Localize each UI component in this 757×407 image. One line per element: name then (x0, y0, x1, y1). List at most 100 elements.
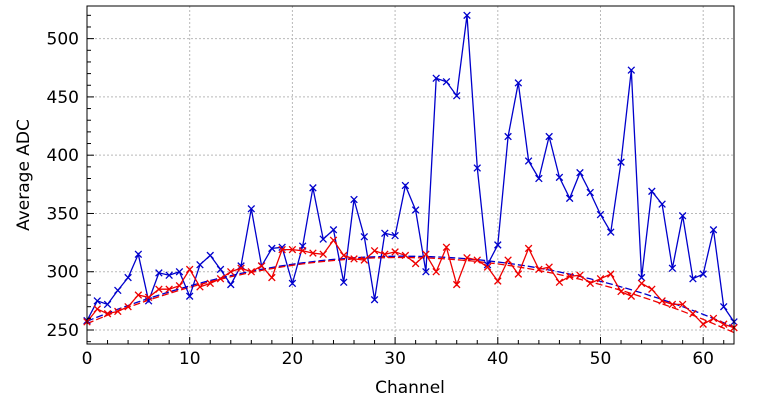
series-2-point (524, 244, 533, 253)
series-2-point (196, 283, 204, 291)
series-2-point (648, 285, 656, 293)
series-2-point (257, 262, 266, 270)
series-2-point (268, 273, 276, 282)
series-1-point (565, 194, 574, 203)
series-1-point (350, 195, 358, 204)
series-1-point (658, 200, 666, 208)
series-2-point (473, 256, 482, 264)
series-2-point (350, 255, 358, 263)
series-1-point (370, 295, 379, 304)
series-2-point (576, 271, 584, 279)
series-2-point (637, 279, 646, 288)
series-1-point (494, 241, 502, 249)
series-2-point (298, 246, 307, 255)
x-axis-title: Channel (375, 378, 445, 398)
series-1-point (103, 300, 112, 309)
series-1-point (134, 250, 143, 259)
series-2-point (689, 309, 697, 318)
series-2-point (185, 265, 194, 274)
series-1-point (319, 235, 327, 243)
x-tick-label: 50 (590, 349, 612, 369)
series-1-point (391, 231, 399, 240)
x-tick-label: 0 (82, 349, 93, 369)
series-1-point (401, 181, 410, 190)
series-2-line (86, 239, 735, 329)
series-1-point (719, 302, 728, 311)
series-1-point (689, 274, 697, 283)
series-1-point (237, 262, 245, 270)
series-1-point (514, 79, 523, 87)
axis-ticks: 0 10 20 30 40 50 60 250 300 350 400 450 500 (47, 14, 725, 369)
series-1-point (524, 157, 533, 165)
series-1-point (483, 260, 492, 269)
series-2-point (709, 314, 718, 323)
fit-curve-1 (86, 255, 735, 328)
series-2-point (607, 270, 615, 278)
series-2 (83, 236, 738, 332)
series-2-point (678, 300, 687, 309)
series-2-point (103, 309, 112, 318)
series-1-point (463, 11, 471, 20)
fit-curves (86, 255, 735, 334)
series-2-point (175, 281, 184, 290)
x-tick-label: 30 (384, 349, 406, 369)
series-1-point (586, 188, 594, 197)
series-1-point (185, 292, 194, 300)
series-1-line (86, 15, 735, 323)
series-2-point (555, 278, 564, 286)
series-2-point (586, 279, 594, 288)
series-2-point (93, 305, 102, 313)
series-1 (83, 11, 738, 326)
y-axis-title: Average ADC (14, 119, 34, 231)
series-1-point (576, 168, 584, 177)
series-2-point (114, 307, 122, 316)
series-1-point (339, 278, 348, 286)
x-tick-label: 10 (179, 349, 201, 369)
series-2-point (617, 287, 625, 296)
series-2-point (309, 249, 317, 257)
series-1-point (93, 297, 102, 305)
series-1-point (381, 229, 389, 238)
y-tick-label: 450 (47, 88, 79, 108)
series-2-point (452, 280, 461, 289)
series-1-point (473, 164, 482, 172)
series-2-point (668, 300, 677, 309)
series-2-point (432, 267, 440, 276)
series-2-point (370, 246, 379, 255)
series-1-point (709, 226, 718, 234)
series-1-point (699, 270, 707, 278)
series-2-point (494, 277, 502, 285)
series-1-point (114, 286, 122, 295)
series-1-point (206, 251, 214, 260)
series-2-point (278, 245, 286, 254)
series-1-point (442, 77, 451, 86)
grid (87, 6, 734, 344)
fit-curve-2 (86, 256, 735, 334)
series-2-point (206, 279, 214, 288)
series-2-point (719, 320, 728, 328)
series-2-point (247, 267, 256, 276)
series-1-point (155, 269, 163, 277)
data-series (83, 11, 738, 332)
series-1-point (329, 226, 338, 234)
series-1-point (411, 206, 420, 214)
series-2-point (411, 259, 420, 268)
series-1-point (422, 267, 430, 276)
series-1-point (175, 267, 184, 276)
series-2-point (545, 263, 553, 271)
series-1-point (216, 265, 225, 274)
series-2-point (514, 270, 523, 278)
series-2-point (504, 256, 512, 264)
series-1-point (596, 210, 605, 219)
series-2-point (360, 256, 369, 264)
series-2-point (422, 250, 430, 259)
y-tick-label: 350 (47, 204, 79, 224)
series-2-point (124, 302, 132, 311)
series-2-point (658, 297, 666, 305)
series-1-point (165, 271, 173, 279)
series-2-point (483, 263, 492, 271)
series-1-point (196, 260, 204, 269)
x-tick-label: 40 (487, 349, 509, 369)
series-2-point (329, 236, 338, 245)
